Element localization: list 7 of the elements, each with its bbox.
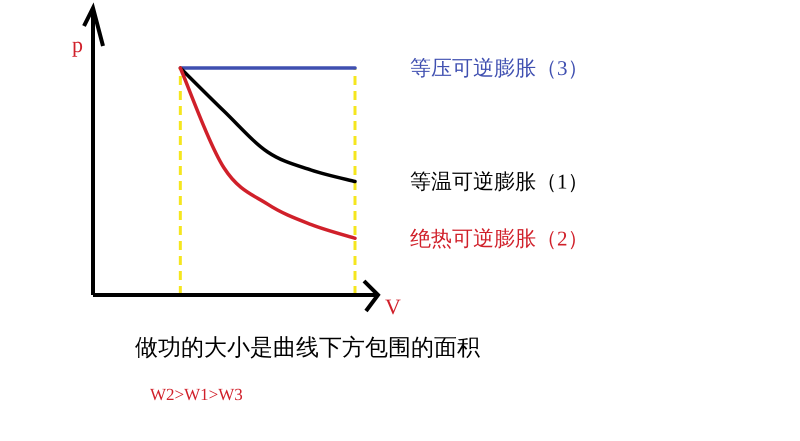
text: 做功的大小是曲线下方包围的面积: [135, 335, 480, 360]
text: W2>W1>W3: [150, 385, 243, 404]
text: 等温可逆膨胀（1）: [410, 170, 588, 194]
text: 等压可逆膨胀（3）: [410, 56, 588, 80]
y-axis-title: p: [72, 32, 83, 57]
x-axis-title: V: [385, 294, 401, 319]
text: 绝热可逆膨胀（2）: [410, 226, 588, 250]
